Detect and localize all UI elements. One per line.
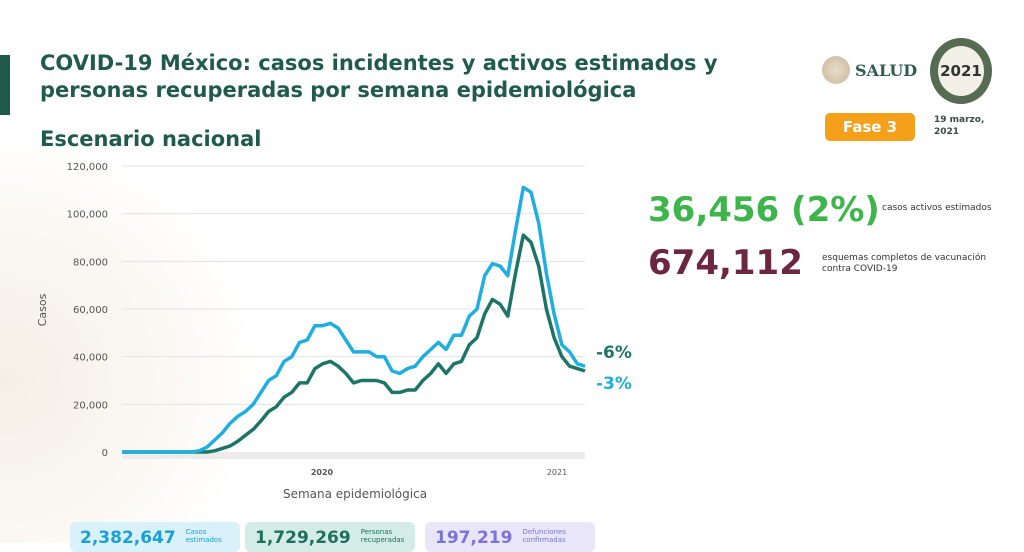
y-tick-label: 40,000	[73, 353, 108, 364]
y-axis-label: Casos	[36, 293, 49, 326]
stat-box-estimated: 2,382,647 Casos estimados	[70, 522, 240, 552]
salud-logo: SALUD	[822, 56, 917, 84]
report-date: 19 marzo, 2021	[934, 115, 985, 137]
box-value: 197,219	[435, 528, 513, 548]
active-cases-value: 36,456 (2%)	[648, 190, 880, 230]
box-value: 2,382,647	[80, 528, 176, 548]
box-label: Personas recuperadas	[360, 528, 405, 544]
seal-icon	[822, 56, 850, 84]
y-tick-label: 20,000	[73, 400, 108, 411]
emblem-text: 2021	[940, 62, 982, 80]
year-label: 2021	[547, 468, 567, 477]
box-label: Casos estimados	[185, 528, 222, 544]
title-accent-bar	[0, 55, 10, 115]
y-tick-label: 120,000	[67, 162, 108, 173]
y-tick-label: 80,000	[73, 257, 108, 268]
y-tick-label: 100,000	[67, 210, 108, 221]
stat-box-deaths: 197,219 Defunciones confirmadas	[425, 522, 595, 552]
vaccine-value: 674,112	[648, 243, 803, 283]
series-end-label: -6%	[596, 343, 632, 363]
year-label: 2020	[311, 468, 334, 477]
box-value: 1,729,269	[255, 528, 351, 548]
year-emblem: 2021	[930, 38, 992, 104]
page-subtitle: Escenario nacional	[40, 127, 262, 151]
box-label: Defunciones confirmadas	[522, 528, 566, 544]
background-pattern	[0, 130, 260, 543]
series-end-label: -3%	[596, 374, 632, 394]
page-title: COVID-19 México: casos incidentes y acti…	[40, 51, 718, 102]
x-axis-label: Semana epidemiológica	[283, 487, 427, 501]
week-axis-band	[122, 452, 585, 459]
series-line	[122, 185, 586, 454]
stat-box-recovered: 1,729,269 Personas recuperadas	[245, 522, 415, 552]
salud-logo-text: SALUD	[855, 60, 918, 80]
vaccine-label: esquemas completos de vacunación contra …	[822, 253, 987, 274]
active-cases-label: casos activos estimados	[882, 203, 992, 213]
series-line	[122, 233, 586, 454]
y-tick-label: 60,000	[73, 305, 108, 316]
phase-badge: Fase 3	[825, 113, 915, 141]
y-tick-label: 0	[102, 448, 108, 459]
